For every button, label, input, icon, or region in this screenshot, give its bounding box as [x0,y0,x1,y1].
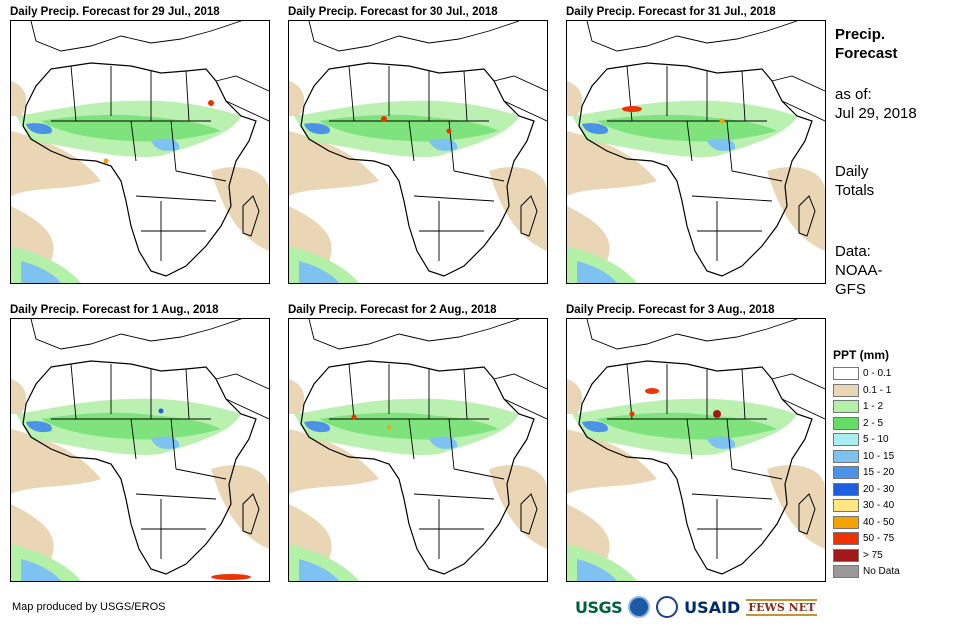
daily-totals-label: Daily Totals [835,163,875,199]
legend-title: PPT (mm) [833,348,890,362]
precip-map [566,318,826,582]
panel-title: Daily Precip. Forecast for 2 Aug., 2018 [288,304,497,316]
forecast-panel-1: Daily Precip. Forecast for 29 Jul., 2018 [10,5,270,284]
legend-item: 20 - 30 [833,482,894,499]
legend-item: > 75 [833,548,889,565]
legend-swatch [833,482,859,496]
legend-label: > 75 [863,549,883,561]
usaid-logo: USAID [684,597,741,617]
legend-swatch [833,532,859,545]
legend-label: 5 - 10 [863,434,889,445]
usgs-logo: USGS [575,597,623,617]
precip-map [10,20,270,284]
legend-label: 0.1 - 1 [863,384,892,396]
map-credit: Map produced by USGS/EROS [12,601,166,613]
legend-swatch [833,449,859,463]
legend-swatch [833,400,859,413]
legend-swatch [833,433,859,446]
panel-title: Daily Precip. Forecast for 30 Jul., 2018 [288,6,498,18]
legend-item: 5 - 10 [833,432,889,449]
legend-item: 40 - 50 [833,515,894,532]
legend-label: 50 - 75 [863,533,895,544]
legend-label: 0 - 0.1 [863,368,892,379]
forecast-panel-6: Daily Precip. Forecast for 3 Aug., 2018 [566,303,826,582]
panel-title: Daily Precip. Forecast for 29 Jul., 2018 [10,6,220,18]
legend-item: 2 - 5 [833,416,889,433]
legend-item: No Data [833,564,900,581]
legend-item: 0.1 - 1 [833,383,892,400]
legend-swatch [833,515,859,529]
legend-swatch [833,416,859,430]
legend-item: 10 - 15 [833,449,894,466]
legend-label: 10 - 15 [863,450,895,462]
precip-map [288,20,548,284]
panel-title: Daily Precip. Forecast for 3 Aug., 2018 [566,304,775,316]
precip-legend: PPT (mm) 0 - 0.1 0.1 - 1 1 - 2 2 - 5 5 - 10 1… [833,348,900,581]
legend-label: 15 - 20 [863,467,895,478]
legend-item: 0 - 0.1 [833,366,892,383]
seal-logo [656,596,679,618]
legend-item: 1 - 2 [833,399,889,416]
precip-map [566,20,826,284]
legend-item: 15 - 20 [833,465,894,482]
fews-net-logo: FEWS NET [746,598,818,616]
data-source: Data: NOAA- GFS [835,243,883,298]
legend-swatch [833,466,859,479]
legend-swatch [833,548,859,562]
legend-items: 0 - 0.1 0.1 - 1 1 - 2 2 - 5 5 - 10 10 - 15 15 … [833,366,900,581]
legend-swatch [833,499,859,512]
forecast-panel-5: Daily Precip. Forecast for 2 Aug., 2018 [288,303,548,582]
forecast-panel-2: Daily Precip. Forecast for 30 Jul., 2018 [288,5,548,284]
legend-label: 30 - 40 [863,500,895,511]
precip-map [10,318,270,582]
forecast-panel-4: Daily Precip. Forecast for 1 Aug., 2018 [10,303,270,582]
sidebar-title: Precip. Forecast [835,26,898,62]
legend-swatch [833,367,859,380]
legend-label: 20 - 30 [863,483,895,495]
precip-map [288,318,548,582]
noaa-logo [628,596,651,618]
legend-label: 2 - 5 [863,417,884,429]
panel-title: Daily Precip. Forecast for 31 Jul., 2018 [566,6,776,18]
legend-item: 30 - 40 [833,498,894,515]
legend-label: 1 - 2 [863,401,884,412]
forecast-panel-3: Daily Precip. Forecast for 31 Jul., 2018 [566,5,826,284]
legend-item: 50 - 75 [833,531,894,548]
panel-title: Daily Precip. Forecast for 1 Aug., 2018 [10,304,219,316]
legend-label: 40 - 50 [863,516,895,528]
legend-swatch [833,565,859,578]
legend-label: No Data [863,566,900,577]
agency-logos: USGS USAID FEWS NET [575,594,818,620]
as-of-date: as of: Jul 29, 2018 [835,86,917,122]
legend-swatch [833,383,859,397]
